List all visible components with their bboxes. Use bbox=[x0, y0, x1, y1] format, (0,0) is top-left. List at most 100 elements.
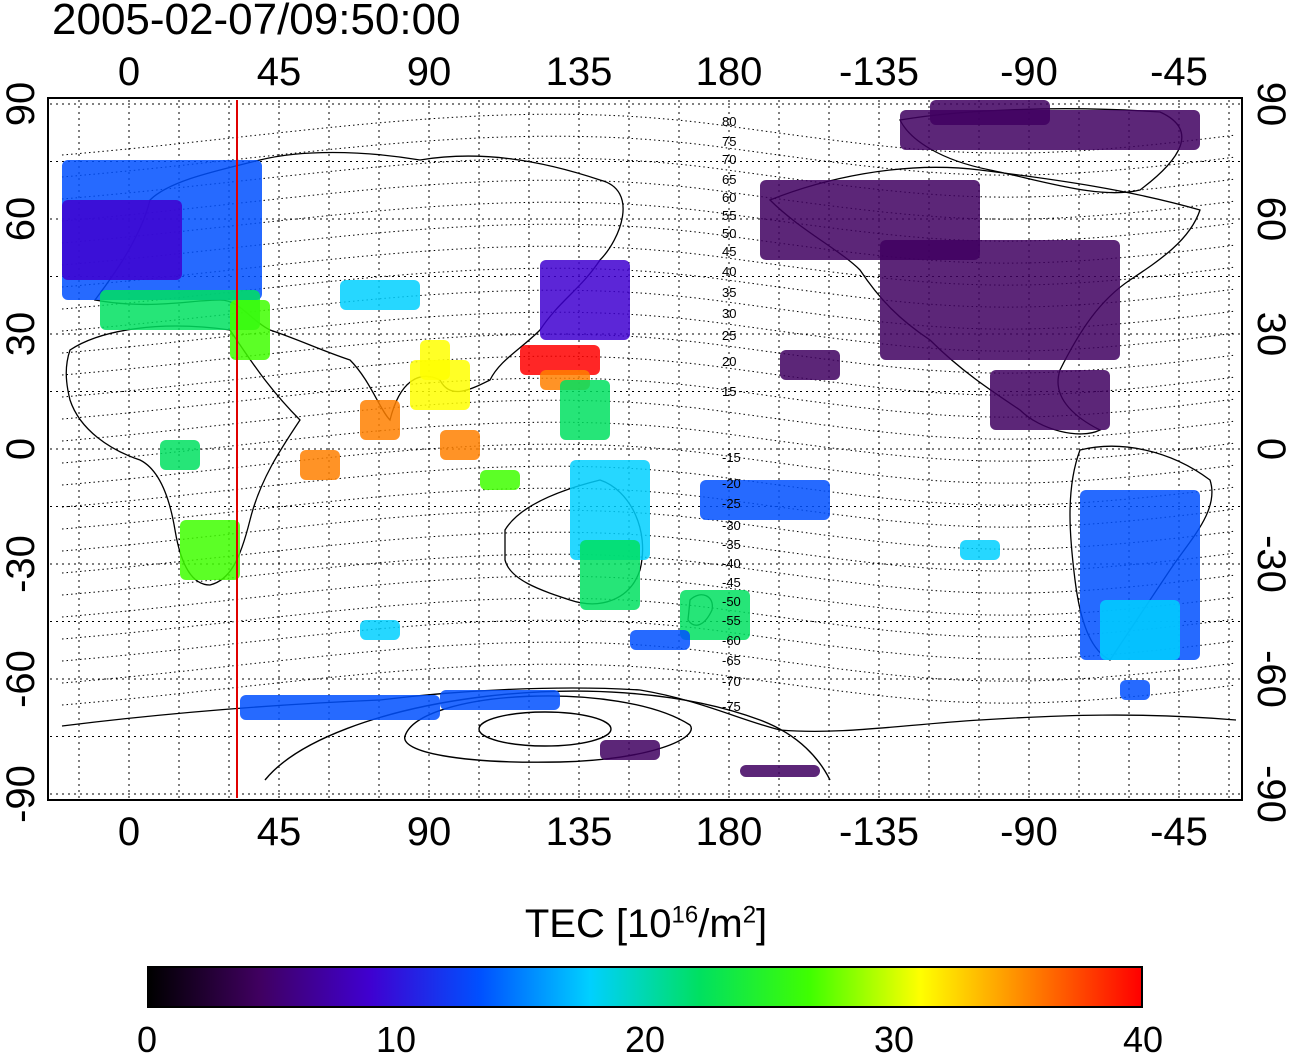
contour-label: 65 bbox=[722, 172, 736, 187]
lon-label-top: 90 bbox=[407, 50, 452, 94]
lat-label-left: -30 bbox=[0, 535, 43, 593]
contour-label: 35 bbox=[722, 285, 736, 300]
contour-label: -75 bbox=[722, 699, 741, 714]
lat-label-left: -90 bbox=[0, 765, 43, 823]
tec-patch bbox=[440, 430, 480, 460]
contour-label: -60 bbox=[722, 633, 741, 648]
dotted-contour bbox=[61, 421, 1237, 464]
dotted-contour bbox=[61, 619, 1237, 662]
dotted-contour bbox=[61, 355, 1237, 398]
tec-patch bbox=[360, 620, 400, 640]
lon-label-top: -135 bbox=[839, 50, 919, 94]
contour-label: 30 bbox=[722, 306, 736, 321]
tec-patch bbox=[160, 440, 200, 470]
contour-label: 15 bbox=[722, 384, 736, 399]
dotted-contour bbox=[61, 443, 1237, 486]
lat-label-left: 90 bbox=[0, 82, 43, 127]
lon-label-bottom: 180 bbox=[696, 810, 763, 854]
dotted-contour bbox=[61, 399, 1237, 442]
contour-label: -70 bbox=[722, 674, 741, 689]
contour-labels: 80 75 70 65 60 55 50 45 40 35 30 25 20 15 -15 -20 -25 -30… bbox=[722, 114, 741, 714]
tec-patch bbox=[62, 200, 182, 280]
contour-label: -35 bbox=[722, 537, 741, 552]
lon-label-bottom: -45 bbox=[1150, 810, 1208, 854]
dotted-contour bbox=[61, 465, 1237, 508]
contour-label: 75 bbox=[722, 134, 736, 149]
contour-label: -20 bbox=[722, 476, 741, 491]
cb-title-prefix: TEC [10 bbox=[524, 902, 672, 946]
lat-label-right: -90 bbox=[1249, 765, 1292, 823]
tec-patch bbox=[680, 590, 750, 640]
dotted-contour bbox=[61, 157, 1237, 200]
tec-patch bbox=[560, 380, 610, 440]
lat-label-left: 0 bbox=[0, 438, 43, 460]
colorbar-title: TEC [1016/m2] bbox=[0, 900, 1292, 948]
tec-patch bbox=[360, 400, 400, 440]
tec-patch bbox=[930, 100, 1050, 125]
dotted-contour bbox=[61, 267, 1237, 310]
contour-line bbox=[264, 690, 831, 781]
dotted-contour bbox=[61, 553, 1237, 596]
tec-patch bbox=[440, 690, 560, 710]
lon-label-bottom: 135 bbox=[546, 810, 613, 854]
dotted-contour bbox=[61, 663, 1237, 706]
contour-label: 50 bbox=[722, 226, 736, 241]
tec-colorbar bbox=[147, 966, 1143, 1008]
contour-label: -15 bbox=[722, 450, 741, 465]
lon-label-top: 135 bbox=[546, 50, 613, 94]
contour-label: -65 bbox=[722, 653, 741, 668]
colorbar-tick-label: 30 bbox=[873, 1019, 915, 1060]
colorbar-tick-label: 40 bbox=[1122, 1019, 1164, 1060]
lon-label-bottom: -135 bbox=[839, 810, 919, 854]
tec-patch bbox=[300, 450, 340, 480]
contour-label: -50 bbox=[722, 594, 741, 609]
tec-patch bbox=[230, 300, 270, 360]
cb-title-suffix: ] bbox=[756, 902, 768, 946]
lat-label-right: 90 bbox=[1249, 82, 1292, 127]
lon-label-bottom: 0 bbox=[118, 810, 140, 854]
dotted-contour bbox=[61, 377, 1237, 420]
lat-label-right: 0 bbox=[1249, 438, 1292, 460]
contour-label: 40 bbox=[722, 264, 736, 279]
tec-patch bbox=[540, 260, 630, 340]
contour-label: -45 bbox=[722, 575, 741, 590]
contour-label: 70 bbox=[722, 152, 736, 167]
tec-patch bbox=[580, 540, 640, 610]
dotted-contour bbox=[61, 641, 1237, 684]
tec-patch bbox=[240, 695, 440, 720]
tec-patch bbox=[740, 765, 820, 777]
lat-label-right: -30 bbox=[1249, 535, 1292, 593]
tec-patch bbox=[600, 740, 660, 760]
tec-patch bbox=[520, 345, 600, 375]
dotted-contour bbox=[61, 597, 1237, 640]
cb-title-sup2: 2 bbox=[742, 901, 757, 929]
dotted-contour bbox=[61, 179, 1237, 222]
tec-patch bbox=[180, 520, 240, 580]
tec-patch bbox=[630, 630, 690, 650]
contour-label: 55 bbox=[722, 208, 736, 223]
tec-patch bbox=[1120, 680, 1150, 700]
tec-patch bbox=[880, 240, 1120, 360]
timestamp-title: 2005-02-07/09:50:00 bbox=[52, 0, 461, 44]
axis-labels: 0045459090135135180180-135-135-90-90-45-… bbox=[0, 50, 1292, 854]
dotted-contour bbox=[61, 509, 1237, 552]
contour-label: -25 bbox=[722, 496, 741, 511]
contour-label: -55 bbox=[722, 613, 741, 628]
tec-patch bbox=[100, 290, 260, 330]
tec-world-map: 80 75 70 65 60 55 50 45 40 35 30 25 20 15 -15 -20 -25 -30… bbox=[0, 50, 1292, 854]
cb-title-mid: /m bbox=[698, 902, 743, 946]
dotted-contour bbox=[61, 245, 1237, 288]
tec-patch bbox=[1100, 600, 1180, 660]
dotted-contour bbox=[61, 575, 1237, 618]
contour-label: 60 bbox=[722, 190, 736, 205]
lat-label-right: 30 bbox=[1249, 312, 1292, 357]
lon-label-bottom: 45 bbox=[257, 810, 302, 854]
lat-label-right: -60 bbox=[1249, 650, 1292, 708]
contour-label: -40 bbox=[722, 556, 741, 571]
dotted-contour bbox=[61, 487, 1237, 530]
tec-patch bbox=[700, 480, 830, 520]
dotted-contour bbox=[61, 223, 1237, 266]
contour-label: 20 bbox=[722, 354, 736, 369]
cb-title-sup1: 16 bbox=[671, 901, 699, 929]
lat-label-left: -60 bbox=[0, 650, 43, 708]
